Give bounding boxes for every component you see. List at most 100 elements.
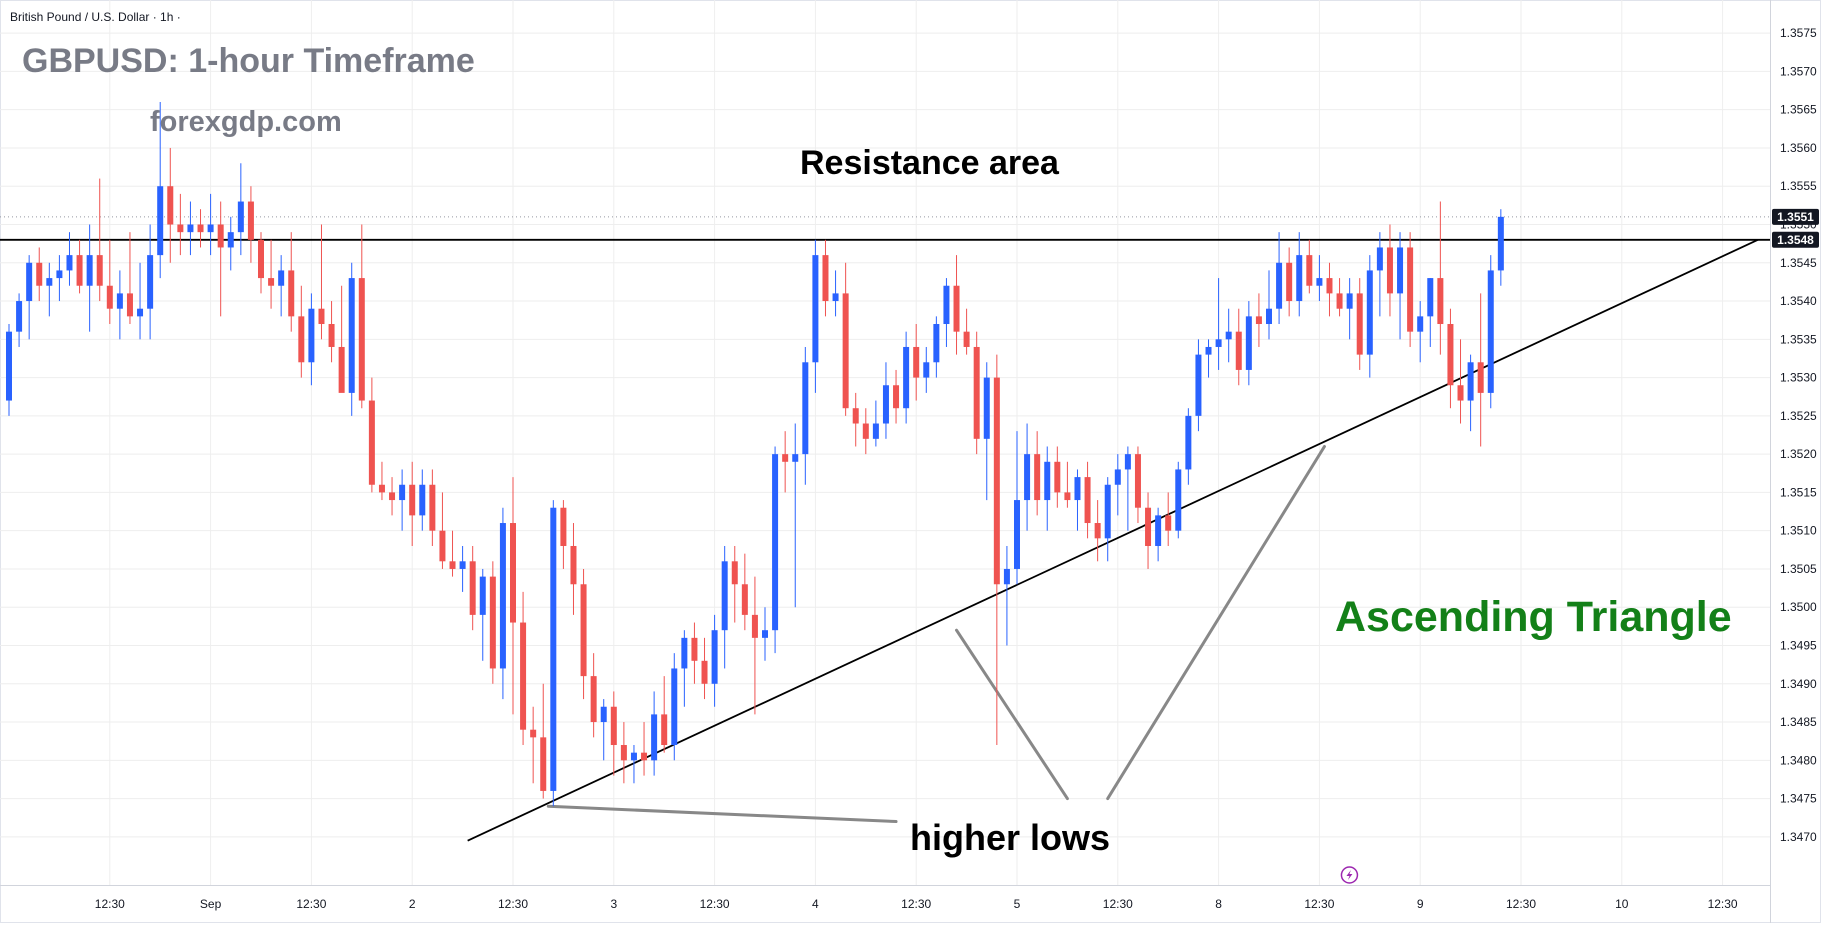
candle: [963, 308, 970, 355]
candle-body: [46, 278, 53, 286]
candle: [1376, 232, 1383, 317]
price-tag-text: 1.3551: [1777, 210, 1814, 224]
candle: [1266, 270, 1272, 340]
candle-body: [137, 308, 144, 317]
candle: [893, 369, 900, 424]
candle: [973, 331, 980, 455]
candle: [227, 216, 234, 271]
candle: [56, 255, 63, 302]
higher-lows-pointer: [955, 628, 1069, 801]
candle: [318, 224, 325, 340]
candle: [1467, 354, 1474, 432]
candle: [116, 270, 123, 340]
candle-body: [429, 484, 436, 531]
markers: [1340, 866, 1359, 884]
candle: [1134, 446, 1141, 524]
candle: [812, 239, 819, 393]
candle-body: [630, 752, 637, 761]
candle: [1054, 446, 1061, 508]
candle: [580, 568, 587, 700]
candle-body: [86, 255, 93, 286]
candle-body: [1477, 362, 1484, 393]
candles: [6, 102, 1504, 807]
candle: [550, 500, 557, 807]
candle: [802, 346, 809, 485]
candle-body: [933, 324, 940, 363]
candle: [1477, 293, 1484, 447]
candle: [197, 209, 204, 248]
drawing-lines: [0, 216, 1770, 842]
candle: [731, 545, 738, 623]
candle-body: [772, 454, 779, 631]
candle: [842, 262, 849, 416]
candle-body: [16, 301, 23, 332]
last-price-label: 1.3551: [1772, 208, 1819, 225]
candle: [338, 285, 345, 393]
candle-body: [459, 561, 466, 569]
candle: [610, 691, 617, 776]
price-tag-bg: [1772, 208, 1819, 225]
candle-body: [610, 706, 617, 746]
level-price-label: 1.3548: [1772, 231, 1819, 248]
y-tick-label: 1.3535: [1780, 332, 1817, 346]
candle: [247, 186, 254, 263]
candle: [671, 653, 678, 761]
symbol-header[interactable]: British Pound / U.S. Dollar · 1h ·: [10, 10, 181, 24]
candle: [1235, 308, 1242, 386]
candle-body: [449, 561, 456, 569]
candle: [862, 408, 869, 455]
candle-body: [96, 255, 103, 286]
candle-body: [227, 232, 234, 248]
time-axis[interactable]: 12:30 Sep 12:30 2 12:30 3 12:30 4 12:30 5 12:30 8 12…: [95, 897, 1738, 911]
candle: [1024, 423, 1031, 531]
candle: [378, 461, 385, 501]
candle: [1245, 301, 1252, 386]
candle-body: [751, 614, 758, 638]
candle-body: [479, 576, 486, 615]
candle-body: [1064, 492, 1071, 501]
candle: [620, 722, 627, 784]
candle: [1407, 232, 1414, 347]
candle: [1336, 278, 1343, 317]
candle-body: [1376, 247, 1383, 271]
candle: [237, 163, 244, 256]
candle: [1346, 278, 1353, 340]
candle: [439, 492, 446, 569]
candle: [1447, 308, 1454, 409]
candle-body: [338, 346, 345, 393]
x-tick-label: 12:30: [1103, 897, 1133, 911]
candle-body: [1407, 247, 1414, 332]
candle-body: [600, 706, 607, 723]
candle-body: [1175, 469, 1182, 531]
candle-body: [1024, 454, 1031, 501]
candle: [86, 224, 93, 332]
support-trendline[interactable]: [467, 238, 1759, 842]
candle: [691, 622, 698, 684]
candle-body: [1447, 324, 1454, 386]
candle-body: [56, 270, 63, 279]
candle-body: [1104, 484, 1111, 539]
candle-body: [197, 224, 204, 233]
candle-body: [1235, 331, 1242, 370]
x-tick-label: 5: [1014, 897, 1021, 911]
candle: [489, 561, 496, 684]
y-tick-label: 1.3505: [1780, 562, 1817, 576]
x-tick-label: 8: [1215, 897, 1222, 911]
x-tick-label: 2: [409, 897, 416, 911]
candle: [852, 392, 859, 447]
candle: [1417, 301, 1424, 363]
y-tick-label: 1.3555: [1780, 179, 1817, 193]
candle: [661, 676, 668, 753]
candle-body: [36, 262, 43, 286]
candle-body: [237, 201, 244, 233]
price-axis[interactable]: 1.35751.35701.35651.35601.35551.35501.35…: [1772, 26, 1819, 844]
candle-body: [1336, 293, 1343, 309]
candle-body: [1427, 278, 1434, 317]
candle-body: [389, 492, 396, 501]
candle: [1175, 461, 1182, 539]
lightning-bolt-icon[interactable]: [1340, 866, 1359, 884]
candle-body: [1497, 216, 1504, 271]
y-tick-label: 1.3515: [1780, 485, 1817, 499]
candle: [913, 324, 920, 401]
y-tick-label: 1.3475: [1780, 792, 1817, 806]
